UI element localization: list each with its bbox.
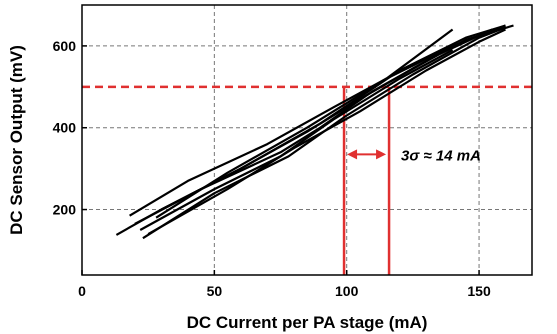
y-axis-label: DC Sensor Output (mV) <box>7 45 26 235</box>
sigma-arrow-left-head <box>347 149 358 160</box>
x-axis-label: DC Current per PA stage (mA) <box>187 313 428 332</box>
x-tick-label: 150 <box>467 283 491 299</box>
x-tick-label: 100 <box>335 283 359 299</box>
series-line-8 <box>160 24 506 211</box>
sigma-arrow-right-head <box>376 149 387 160</box>
series-line-6 <box>147 28 506 236</box>
annotation: 3σ ≈ 14 mA <box>347 147 481 164</box>
y-tick-label: 600 <box>53 38 77 54</box>
series-line-5 <box>142 26 506 240</box>
x-tick-label: 50 <box>207 283 223 299</box>
series-line-4 <box>139 49 454 231</box>
y-tick-label: 200 <box>53 202 77 218</box>
sigma-annotation-label: 3σ ≈ 14 mA <box>401 147 481 164</box>
x-tick-label: 0 <box>78 283 86 299</box>
plot-frame <box>81 4 533 276</box>
tick-labels: 0 50 100 150 200 400 600 <box>53 38 491 299</box>
data-series <box>115 24 514 240</box>
reference-lines <box>82 85 532 275</box>
y-tick-label: 400 <box>53 120 77 136</box>
series-line-2 <box>129 24 506 217</box>
